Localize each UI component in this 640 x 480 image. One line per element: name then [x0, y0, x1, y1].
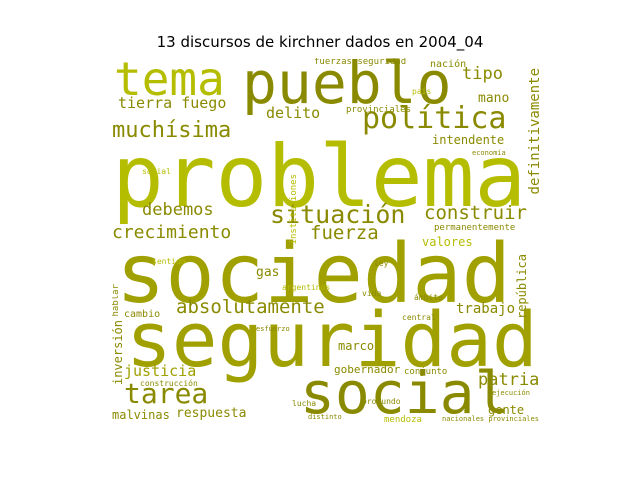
word-argentinos: argentinos — [282, 283, 331, 292]
word-crecimiento: crecimiento — [112, 222, 232, 243]
word-tierra-fuego: tierra fuego — [118, 94, 227, 112]
word-construccion: construcción — [140, 379, 198, 388]
word-conjunto: conjunto — [404, 367, 448, 377]
word-sentido: sentido — [152, 257, 186, 266]
word-permanentemente: permanentemente — [434, 223, 516, 233]
word-intendente: intendente — [432, 133, 505, 147]
word-distinto: distinto — [308, 413, 342, 421]
word-cambio: cambio — [124, 309, 161, 320]
word-pais: país — [412, 87, 432, 96]
word-definitivamente: definitivamente — [527, 68, 543, 195]
word-fuerzas-seguridad: fuerzas seguridad — [314, 58, 407, 67]
word-social: social — [300, 359, 510, 427]
word-nacion: nación — [430, 59, 467, 70]
word-provinciales: provinciales — [346, 105, 412, 115]
word-situacion: situación — [270, 200, 406, 229]
word-valores: valores — [422, 235, 473, 249]
word-gente: gente — [488, 403, 525, 417]
word-esfuerzo: esfuerzo — [256, 325, 290, 333]
chart-title: 13 discursos de kirchner dados en 2004_0… — [156, 33, 484, 51]
word-politica: política — [362, 101, 507, 136]
word-trabajo: trabajo — [456, 301, 516, 317]
word-marco: marco — [338, 339, 375, 353]
word-cloud: problema sociedad seguridad social puebl… — [112, 58, 549, 430]
word-profundo: profundo — [362, 397, 401, 406]
word-delito: delito — [266, 104, 321, 122]
word-muchisima: muchísima — [112, 118, 232, 143]
word-ejecucion: ejecución — [492, 389, 530, 397]
word-pueblo: pueblo — [242, 58, 452, 117]
word-vida: vida — [362, 289, 382, 298]
word-seguridad: seguridad — [126, 295, 538, 384]
word-tema: tema — [114, 58, 225, 106]
word-lucha: lucha — [292, 399, 317, 408]
word-nacionales-provinciales: nacionales provinciales — [442, 415, 539, 423]
word-construir: construir — [424, 202, 527, 224]
word-justicia: justicia — [124, 362, 197, 380]
word-tipo: tipo — [462, 64, 503, 84]
word-economia: economía — [472, 149, 506, 157]
word-debemos: debemos — [142, 200, 214, 220]
word-republica: república — [515, 254, 529, 320]
word-ambito: ámbito — [414, 293, 443, 302]
word-patria: patria — [478, 370, 540, 390]
word-central: central — [402, 313, 436, 322]
word-tarea: tarea — [124, 377, 209, 410]
word-gobernador: gobernador — [334, 363, 401, 376]
word-fuerza: fuerza — [310, 222, 379, 244]
word-absolutamente: absolutamente — [176, 296, 325, 318]
word-mano: mano — [478, 91, 510, 106]
word-respuesta: respuesta — [176, 406, 247, 421]
word-malvinas: malvinas — [112, 408, 170, 422]
word-ley: ley — [374, 259, 389, 268]
word-problema: problema — [112, 127, 527, 227]
word-social-small: social — [142, 167, 171, 176]
word-instituciones: instituciones — [289, 174, 299, 245]
word-sociedad: sociedad — [116, 227, 511, 322]
word-mendoza: mendoza — [384, 415, 422, 425]
word-inversion: inversión — [112, 320, 125, 386]
word-hablar: hablar — [112, 284, 121, 317]
word-gas: gas — [256, 265, 280, 280]
